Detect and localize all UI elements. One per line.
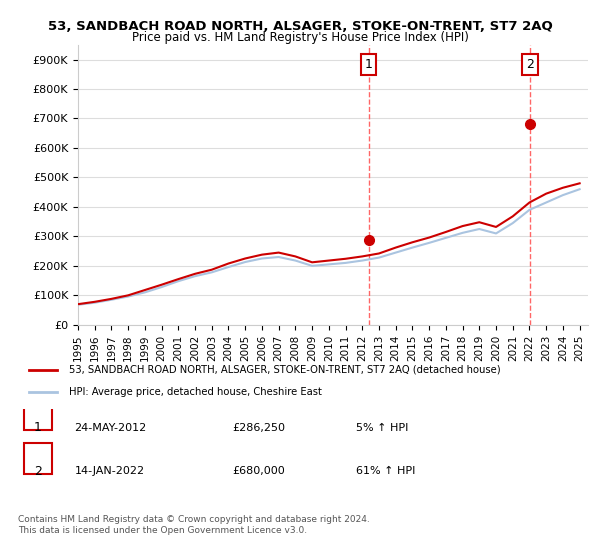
Text: Contains HM Land Registry data © Crown copyright and database right 2024.
This d: Contains HM Land Registry data © Crown c… [18,515,370,535]
Text: 24-MAY-2012: 24-MAY-2012 [74,423,146,433]
FancyBboxPatch shape [23,444,52,474]
Text: 14-JAN-2022: 14-JAN-2022 [74,466,145,477]
Text: 1: 1 [34,421,41,435]
Text: 2: 2 [526,58,534,71]
Text: 1: 1 [365,58,373,71]
Text: Price paid vs. HM Land Registry's House Price Index (HPI): Price paid vs. HM Land Registry's House … [131,31,469,44]
Text: 61% ↑ HPI: 61% ↑ HPI [356,466,416,477]
Text: HPI: Average price, detached house, Cheshire East: HPI: Average price, detached house, Ches… [69,387,322,397]
Text: 53, SANDBACH ROAD NORTH, ALSAGER, STOKE-ON-TRENT, ST7 2AQ (detached house): 53, SANDBACH ROAD NORTH, ALSAGER, STOKE-… [69,365,500,375]
Text: £680,000: £680,000 [232,466,285,477]
Text: £286,250: £286,250 [232,423,286,433]
Text: 5% ↑ HPI: 5% ↑ HPI [356,423,409,433]
Text: 53, SANDBACH ROAD NORTH, ALSAGER, STOKE-ON-TRENT, ST7 2AQ: 53, SANDBACH ROAD NORTH, ALSAGER, STOKE-… [47,20,553,32]
Text: 2: 2 [34,465,41,478]
FancyBboxPatch shape [23,400,52,430]
